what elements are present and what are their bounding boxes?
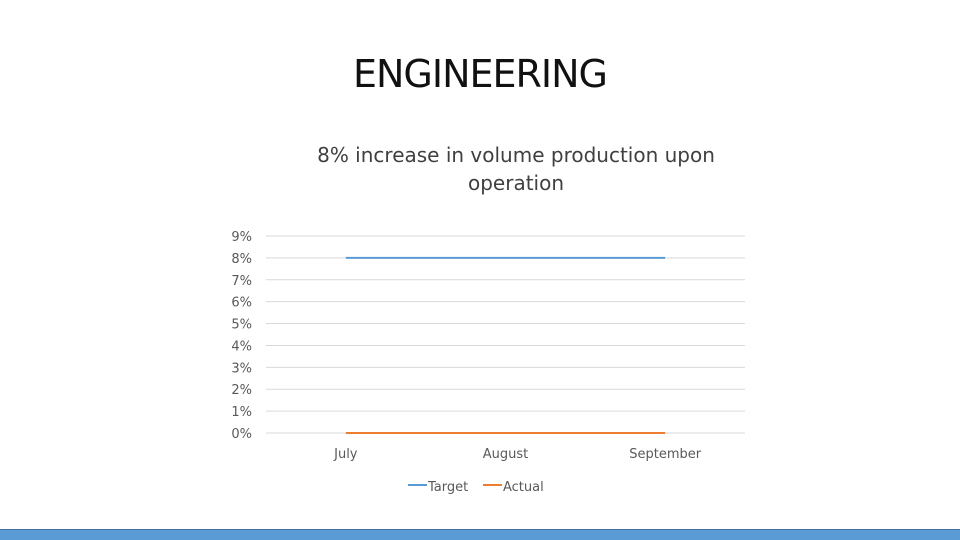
y-tick-label: 7% (231, 274, 252, 289)
legend-label-target: Target (427, 480, 468, 495)
y-tick-label: 8% (231, 252, 252, 267)
x-tick-label: September (629, 447, 702, 462)
y-tick-label: 4% (231, 339, 252, 354)
slide-title: ENGINEERING (352, 52, 608, 96)
y-tick-label: 6% (231, 296, 252, 311)
footer-bar (0, 529, 960, 540)
y-tick-label: 0% (231, 427, 252, 442)
x-tick-label: July (333, 447, 358, 462)
x-axis-tick-labels: July August September (333, 447, 702, 462)
chart-title-line-1: 8% increase in volume production upon (317, 143, 715, 167)
y-tick-label: 9% (231, 230, 252, 245)
gridlines (266, 235, 745, 434)
y-tick-label: 2% (231, 383, 252, 398)
chart-title-line-2: operation (467, 171, 565, 195)
legend-label-actual: Actual (503, 480, 544, 495)
series-lines (345, 256, 666, 434)
y-axis-tick-labels: 9% 8% 7% 6% 5% 4% 3% 2% 1% 0% (231, 230, 252, 442)
legend: Target Actual (408, 480, 544, 495)
y-tick-label: 3% (231, 361, 252, 376)
chart-title: 8% increase in volume production upon op… (296, 141, 736, 197)
y-tick-label: 1% (231, 405, 252, 420)
y-tick-label: 5% (231, 318, 252, 333)
x-tick-label: August (483, 447, 529, 462)
